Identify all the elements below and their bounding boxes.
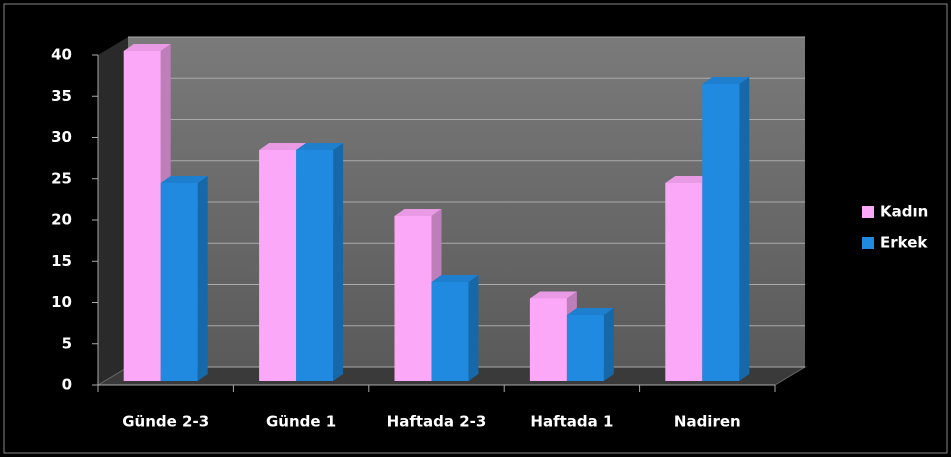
bar [296, 143, 344, 381]
bar-front [665, 183, 703, 381]
bar-top [160, 176, 208, 183]
bar-top [529, 291, 577, 299]
legend-swatch [862, 206, 874, 218]
bar-top [702, 77, 750, 84]
bar [566, 308, 614, 381]
y-tick-label: 20 [51, 211, 72, 229]
y-tick-label: 35 [51, 87, 72, 105]
bar-top [123, 44, 171, 51]
bar [160, 176, 208, 381]
bar-top [296, 143, 344, 150]
frame [3, 3, 948, 454]
y-tick-label: 40 [51, 46, 72, 64]
bar-front [529, 298, 567, 381]
bar-top [431, 275, 479, 282]
legend-label: Kadın [880, 203, 928, 221]
bar-front [259, 150, 297, 381]
bar-side [468, 275, 479, 381]
bar-side [603, 308, 614, 381]
y-tick-label: 15 [51, 252, 72, 270]
bar-top [566, 308, 614, 315]
y-tick-label: 10 [51, 293, 72, 311]
bar-side [739, 77, 750, 381]
x-tick-label: Nadiren [674, 413, 741, 431]
x-tick-label: Haftada 2-3 [387, 413, 487, 431]
y-tick-label: 25 [51, 169, 72, 187]
x-tick-label: Günde 2-3 [122, 413, 209, 431]
side-wall [98, 37, 128, 385]
x-tick-label: Haftada 1 [530, 413, 613, 431]
bar-front [160, 183, 198, 381]
legend-swatch [862, 237, 874, 249]
bar-front [394, 216, 432, 381]
bar-front [702, 84, 740, 381]
y-tick-label: 30 [51, 128, 72, 146]
bar-front [566, 315, 604, 381]
y-tick-label: 5 [62, 334, 72, 352]
bar-top [394, 209, 442, 216]
bar-side [197, 176, 208, 381]
bar-front [431, 282, 469, 381]
legend-label: Erkek [880, 234, 928, 252]
bar-front [296, 150, 334, 381]
x-tick-label: Günde 1 [266, 413, 336, 431]
bar-front [123, 51, 161, 381]
bar-top [665, 176, 713, 183]
bar [431, 275, 479, 381]
bar-side [333, 143, 344, 381]
y-tick-label: 0 [62, 376, 72, 394]
bar [702, 77, 750, 381]
bar-top [259, 143, 307, 150]
